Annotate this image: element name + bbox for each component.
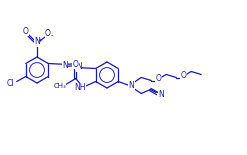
Text: O: O (45, 29, 51, 38)
Text: O: O (180, 71, 186, 80)
Text: CH₃: CH₃ (53, 84, 66, 89)
Text: O: O (23, 27, 29, 35)
Text: N: N (158, 90, 164, 99)
Text: N: N (128, 81, 134, 90)
Text: NH: NH (74, 83, 85, 92)
Text: -: - (51, 32, 53, 38)
Text: O: O (155, 74, 161, 83)
Text: O: O (73, 60, 79, 69)
Text: Cl: Cl (7, 79, 15, 88)
Text: N: N (76, 62, 82, 71)
Text: N: N (34, 38, 40, 46)
Text: N: N (62, 61, 68, 70)
Text: +: + (38, 38, 42, 42)
